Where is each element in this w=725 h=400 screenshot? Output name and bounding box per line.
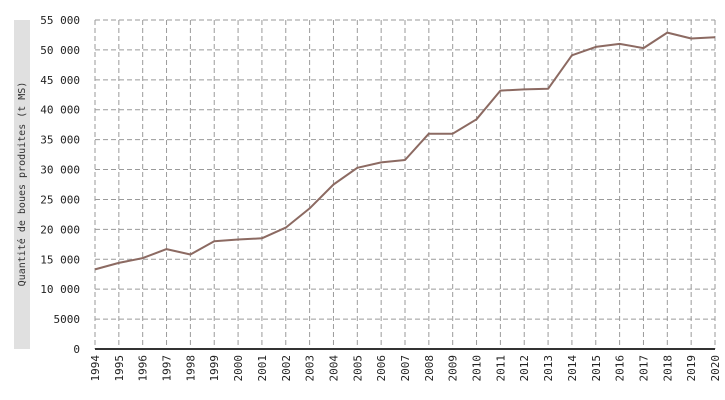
y-tick-label: 45 000 — [40, 74, 80, 87]
x-tick-label: 1994 — [89, 355, 102, 382]
x-tick-label: 2011 — [494, 355, 507, 382]
ylabel-band — [14, 20, 30, 349]
x-tick-label: 2005 — [351, 355, 364, 382]
x-tick-label: 2009 — [447, 355, 460, 382]
x-tick-label: 1998 — [184, 355, 197, 382]
y-axis-label: Quantité de boues produites (t MS) — [16, 82, 28, 287]
x-tick-label: 2010 — [471, 355, 484, 382]
y-tick-label: 5000 — [54, 313, 81, 326]
y-tick-label: 40 000 — [40, 104, 80, 117]
x-axis-ticks: 1994 1995 1996 1997 1998 1999 2000 2001 2002 2003… — [89, 355, 722, 382]
x-tick-label: 2016 — [614, 355, 627, 382]
x-tick-label: 2003 — [304, 355, 317, 382]
x-tick-label: 2018 — [661, 355, 674, 382]
x-tick-label: 2019 — [685, 355, 698, 382]
series-line — [94, 31, 716, 271]
y-tick-label: 25 000 — [40, 193, 80, 206]
x-tick-label: 2007 — [399, 355, 412, 382]
y-tick-label: 0 — [73, 343, 80, 356]
y-tick-label: 55 000 — [40, 14, 80, 27]
y-tick-label: 35 000 — [40, 134, 80, 147]
x-tick-label: 1999 — [208, 355, 221, 382]
y-axis-ticks: 0 5000 10 000 15 000 20 000 25 000 30 000 35 00… — [40, 14, 80, 356]
x-tick-label: 2015 — [590, 355, 603, 382]
y-tick-label: 30 000 — [40, 164, 80, 177]
series-group — [94, 31, 716, 271]
x-tick-label: 2008 — [423, 355, 436, 382]
x-tick-label: 2013 — [542, 355, 555, 382]
x-tick-label: 1997 — [161, 355, 174, 382]
y-tick-label: 10 000 — [40, 283, 80, 296]
x-tick-label: 2002 — [280, 355, 293, 382]
x-tick-label: 1995 — [113, 355, 126, 382]
x-tick-label: 2006 — [375, 355, 388, 382]
x-tick-label: 2001 — [256, 355, 269, 382]
x-tick-label: 2004 — [327, 355, 340, 382]
x-tick-label: 2012 — [518, 355, 531, 382]
y-tick-label: 15 000 — [40, 253, 80, 266]
x-tick-label: 1996 — [137, 355, 150, 382]
gridlines — [94, 19, 716, 349]
y-tick-label: 20 000 — [40, 223, 80, 236]
x-tick-label: 2014 — [566, 355, 579, 382]
x-tick-label: 2020 — [709, 355, 722, 382]
x-tick-label: 2000 — [232, 355, 245, 382]
y-tick-label: 50 000 — [40, 44, 80, 57]
x-tick-label: 2017 — [637, 355, 650, 382]
